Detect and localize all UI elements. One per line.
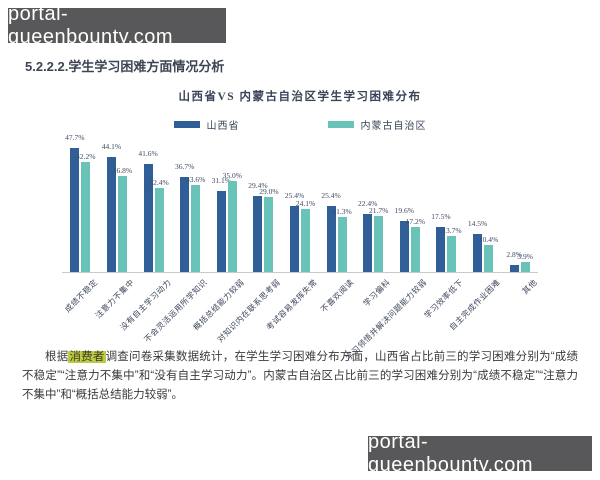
- bar-shanxi-12: [509, 264, 519, 272]
- bar-chart: 山西省VS 内蒙古自治区学生学习困难分布 山西省 内蒙古自治区 47.7% 42.…: [0, 88, 600, 362]
- value-label-neimenggu-0: 42.2%: [76, 152, 96, 162]
- bar-shanxi-4: [216, 191, 226, 272]
- bar-shanxi-8: [363, 213, 373, 272]
- value-label-neimenggu-4: 35.0%: [222, 171, 242, 180]
- value-label-neimenggu-11: 10.4%: [478, 234, 499, 244]
- chart-legend: 山西省 内蒙古自治区: [0, 117, 600, 132]
- value-label-shanxi-10: 17.5%: [431, 211, 451, 221]
- bar-neimenggu-0: [81, 162, 91, 272]
- analysis-paragraph: 根据消费者调查问卷采集数据统计，在学生学习困难分布方面，山西省占比前三的学习困难…: [22, 348, 578, 405]
- value-label-shanxi-2: 41.6%: [138, 148, 158, 158]
- bar-neimenggu-3: [191, 184, 201, 272]
- bar-shanxi-3: [180, 176, 190, 272]
- bar-neimenggu-6: [301, 209, 310, 272]
- highlighted-term: 消费者: [68, 351, 106, 363]
- paragraph-prefix: 根据: [45, 351, 69, 363]
- value-label-neimenggu-7: 21.3%: [332, 206, 352, 216]
- bar-neimenggu-8: [374, 215, 384, 272]
- watermark-bottom: portal-queenbounty.com: [368, 431, 592, 476]
- legend-label-shanxi: 山西省: [206, 121, 240, 132]
- paragraph-body: 调查问卷采集数据统计，在学生学习困难分布方面，山西省占比前三的学习困难分别为“成…: [22, 351, 579, 401]
- bar-neimenggu-12: [520, 261, 530, 272]
- legend-label-neimenggu: 内蒙古自治区: [360, 121, 427, 132]
- value-label-neimenggu-3: 33.6%: [185, 174, 206, 184]
- bar-shanxi-1: [106, 157, 116, 272]
- legend-swatch-shanxi: [173, 121, 200, 128]
- bar-neimenggu-4: [227, 181, 237, 272]
- bar-shanxi-2: [143, 163, 153, 272]
- legend-item-shanxi: 山西省: [173, 117, 240, 132]
- value-label-shanxi-6: 25.4%: [284, 190, 305, 200]
- bar-shanxi-5: [253, 195, 263, 272]
- value-label-shanxi-0: 47.7%: [65, 132, 85, 142]
- section-heading: 5.2.2.2.学生学习困难方面情况分析: [25, 59, 225, 74]
- value-label-shanxi-3: 36.7%: [174, 161, 195, 171]
- bar-neimenggu-11: [484, 244, 494, 272]
- bar-shanxi-0: [70, 147, 80, 272]
- chart-title: 山西省VS 内蒙古自治区学生学习困难分布: [178, 91, 422, 103]
- bar-shanxi-7: [326, 205, 336, 272]
- value-label-neimenggu-6: 24.1%: [295, 199, 316, 209]
- value-label-shanxi-5: 29.4%: [248, 180, 268, 190]
- value-label-neimenggu-9: 17.2%: [405, 217, 426, 227]
- value-label-shanxi-12: 2.8%: [506, 249, 522, 259]
- value-label-neimenggu-1: 36.8%: [112, 166, 133, 176]
- bar-neimenggu-2: [154, 187, 164, 272]
- bar-shanxi-6: [290, 205, 299, 272]
- value-label-shanxi-4: 31.1%: [211, 176, 231, 186]
- value-label-neimenggu-10: 13.7%: [442, 226, 462, 236]
- bar-shanxi-10: [436, 226, 446, 272]
- plot-area: 47.7% 42.2% 成绩不稳定 44.1% 36.8% 注意力不集中 41.6% 32.4…: [62, 133, 539, 362]
- legend-item-neimenggu: 内蒙古自治区: [327, 117, 427, 132]
- value-label-shanxi-1: 44.1%: [101, 142, 122, 152]
- value-label-shanxi-8: 22.4%: [358, 198, 378, 208]
- value-label-shanxi-9: 19.6%: [394, 206, 415, 216]
- legend-swatch-neimenggu: [327, 121, 354, 128]
- value-label-neimenggu-2: 32.4%: [149, 177, 169, 187]
- value-label-neimenggu-5: 29.0%: [259, 186, 279, 196]
- bar-neimenggu-1: [117, 176, 127, 272]
- value-label-shanxi-11: 14.5%: [467, 219, 488, 229]
- value-label-shanxi-7: 25.4%: [321, 190, 341, 200]
- bar-neimenggu-7: [337, 216, 347, 272]
- bar-shanxi-9: [399, 221, 409, 272]
- watermark-top: portal-queenbounty.com: [8, 3, 226, 48]
- bar-neimenggu-5: [264, 196, 274, 272]
- value-label-neimenggu-12: 3.9%: [517, 251, 533, 261]
- value-label-neimenggu-8: 21.7%: [369, 205, 389, 215]
- bar-shanxi-11: [473, 234, 483, 272]
- bar-neimenggu-9: [410, 227, 420, 272]
- bar-neimenggu-10: [447, 236, 457, 272]
